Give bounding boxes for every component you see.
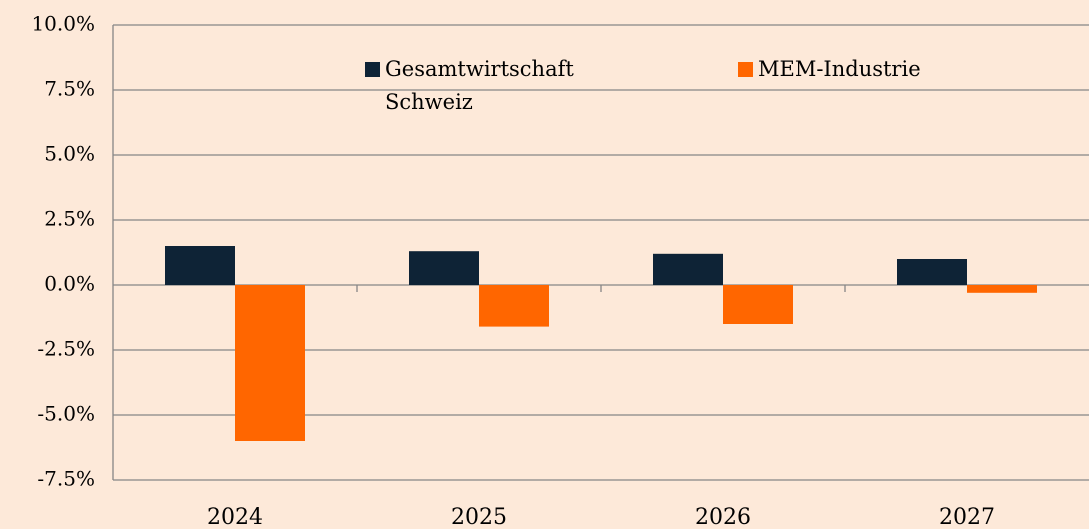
y-tick-label: 2.5%: [44, 207, 95, 231]
bar: [479, 285, 549, 327]
y-tick-label: -5.0%: [37, 402, 95, 426]
x-tick-label: 2026: [695, 505, 751, 529]
legend-label: Gesamtwirtschaft Schweiz: [385, 57, 574, 114]
bar: [653, 253, 723, 285]
x-tick-label: 2027: [939, 505, 995, 529]
legend-swatch: [365, 62, 380, 77]
x-tick-label: 2025: [451, 505, 507, 529]
y-tick-label: 7.5%: [44, 77, 95, 101]
y-tick-label: -2.5%: [37, 337, 95, 361]
bar: [409, 251, 479, 285]
bar: [723, 285, 793, 324]
y-tick-label: -7.5%: [37, 467, 95, 491]
bar: [235, 285, 305, 441]
y-tick-label: 0.0%: [44, 272, 95, 296]
y-tick-label: 10.0%: [31, 12, 95, 36]
x-tick-label: 2024: [207, 505, 263, 529]
bar: [165, 246, 235, 285]
legend-item: MEM-Industrie: [738, 53, 1018, 86]
bar: [967, 285, 1037, 293]
legend-swatch: [738, 62, 753, 77]
legend-item: Gesamtwirtschaft Schweiz: [365, 53, 605, 119]
y-tick-label: 5.0%: [44, 142, 95, 166]
legend-label: MEM-Industrie: [758, 57, 921, 81]
bar: [897, 259, 967, 285]
